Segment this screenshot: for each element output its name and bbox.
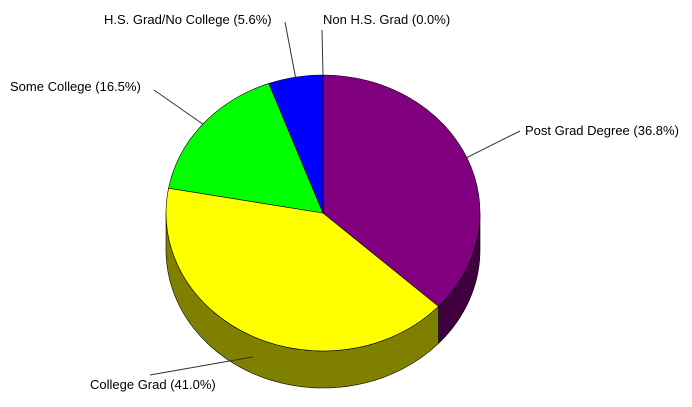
pie-top-layer (165, 74, 481, 352)
pie-slice-some-college (168, 83, 324, 214)
pie-slice-college-grad (165, 187, 439, 352)
slice-label-some-college: Some College (16.5%) (10, 79, 141, 94)
slice-label-college-grad: College Grad (41.0%) (90, 377, 216, 392)
leader-lines-layer (149, 21, 521, 376)
leader-line-some-college (153, 89, 204, 125)
slice-label-h-s-grad-no-college: H.S. Grad/No College (5.6%) (104, 12, 272, 27)
slice-label-post-grad-degree: Post Grad Degree (36.8%) (525, 123, 679, 138)
slice-label-non-h-s-grad: Non H.S. Grad (0.0%) (323, 12, 450, 27)
pie-slice-post-grad-degree (322, 74, 481, 307)
leader-line-h-s-grad-no-college (284, 21, 296, 78)
leader-line-college-grad (149, 356, 254, 376)
leader-line-non-h-s-grad (321, 29, 324, 76)
leader-line-post-grad-degree (466, 130, 521, 158)
slice-labels-layer: Post Grad Degree (36.8%) College Grad (41… (10, 12, 679, 392)
